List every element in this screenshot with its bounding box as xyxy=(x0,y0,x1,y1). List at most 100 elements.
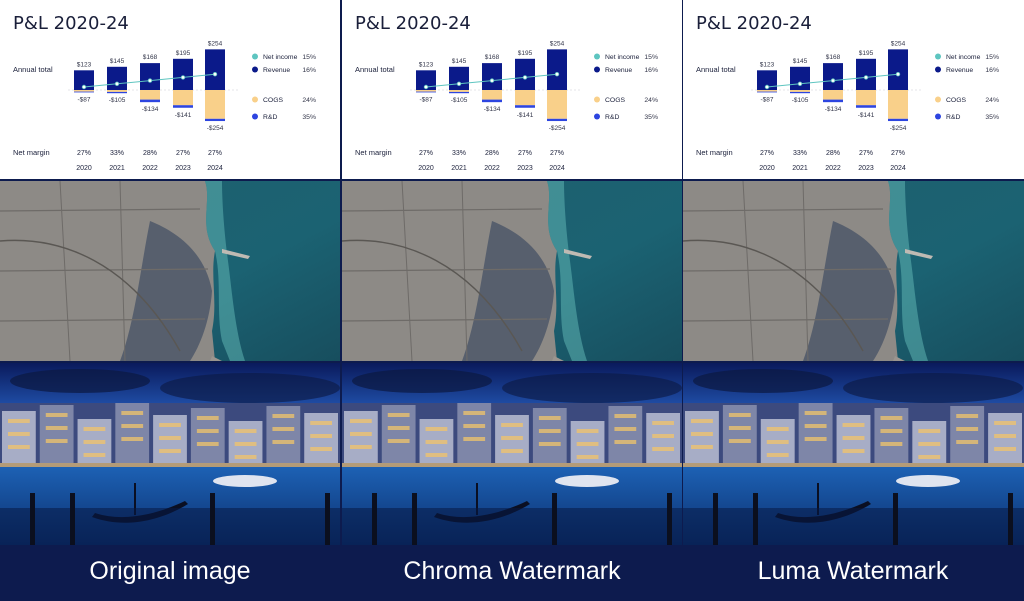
pier xyxy=(905,249,933,259)
total-label: $123 xyxy=(77,61,92,68)
bar-cogs xyxy=(856,90,876,106)
net-margin-label: 33% xyxy=(110,150,124,157)
bar-cogs xyxy=(547,90,567,119)
row-label-annual-total: Annual total xyxy=(355,65,395,74)
pl-chart-card: Annual total Net margin $123 -$87 27% 2020 $14… xyxy=(0,0,340,179)
caption-original: Original image xyxy=(89,557,251,585)
bar-rnd xyxy=(416,91,436,93)
negative-label: -$141 xyxy=(175,112,192,119)
chart-title: P&L 2020-24 xyxy=(13,13,129,34)
legend-swatch xyxy=(594,96,600,103)
lit-windows xyxy=(728,426,751,430)
pl-chart: Annual total Net margin $123 -$87 27% 2020 $14… xyxy=(355,40,658,172)
negative-label: -$134 xyxy=(484,106,501,113)
lit-windows xyxy=(994,434,1016,438)
bar-cogs xyxy=(107,90,127,92)
aerial-map-image xyxy=(342,181,682,361)
total-label: $145 xyxy=(452,58,467,65)
downtown-area xyxy=(803,221,895,361)
legend-swatch xyxy=(594,53,600,60)
year-label: 2024 xyxy=(207,165,223,172)
legend-label: R&D xyxy=(263,114,277,121)
lit-windows xyxy=(501,449,523,453)
lit-windows xyxy=(956,414,979,418)
negative-label: -$141 xyxy=(858,112,875,119)
bar-rnd xyxy=(140,99,160,103)
total-label: $254 xyxy=(208,40,223,47)
motorboat xyxy=(896,475,960,487)
total-label: $168 xyxy=(826,54,841,61)
lit-windows xyxy=(310,447,332,451)
waterfront-lights xyxy=(683,463,1024,467)
lit-windows xyxy=(994,421,1016,425)
net-income-point xyxy=(180,75,186,80)
lit-windows xyxy=(614,414,637,418)
bar-rnd xyxy=(205,118,225,122)
lit-windows xyxy=(45,426,68,430)
lit-windows xyxy=(918,429,941,433)
waterfront-lights xyxy=(0,463,340,467)
lit-windows xyxy=(614,440,637,444)
lit-windows xyxy=(576,442,599,446)
row-label-annual-total: Annual total xyxy=(13,65,53,74)
foreground-water xyxy=(342,508,682,545)
mooring-pole xyxy=(30,493,35,545)
year-label: 2023 xyxy=(858,165,874,172)
mooring-pole xyxy=(552,493,557,545)
panel-chroma: Annual total Net margin $123 -$87 27% 2020 $14… xyxy=(342,0,682,545)
total-label: $195 xyxy=(859,50,874,57)
lit-windows xyxy=(652,434,674,438)
year-label: 2023 xyxy=(175,165,191,172)
lit-windows xyxy=(501,423,523,427)
total-label: $123 xyxy=(419,61,434,68)
lit-windows xyxy=(272,414,295,418)
total-label: $254 xyxy=(891,40,906,47)
year-label: 2020 xyxy=(759,165,775,172)
bar-cogs xyxy=(140,90,160,100)
lit-windows xyxy=(728,439,751,443)
legend-swatch xyxy=(935,53,941,60)
mooring-pole xyxy=(893,493,898,545)
net-income-point xyxy=(554,71,560,77)
bar-revenue xyxy=(823,63,843,90)
lit-windows xyxy=(766,427,789,431)
legend-percent: 35% xyxy=(985,114,999,121)
bar-revenue xyxy=(547,49,567,90)
lit-windows xyxy=(234,442,257,446)
bar-rnd xyxy=(482,99,502,103)
net-margin-label: 27% xyxy=(760,150,774,157)
legend-label: Revenue xyxy=(263,67,290,74)
bar-revenue xyxy=(107,66,127,90)
pl-chart-card: Annual total Net margin $123 -$87 27% 2020 $14… xyxy=(683,0,1024,179)
net-income-point xyxy=(212,71,218,77)
bar-rnd xyxy=(74,91,94,93)
negative-label: -$105 xyxy=(451,97,468,104)
motorboat xyxy=(555,475,619,487)
lit-windows xyxy=(691,432,713,436)
legend-percent: 15% xyxy=(302,54,316,61)
net-income-point xyxy=(147,78,153,83)
lit-windows xyxy=(804,424,827,428)
lit-windows xyxy=(842,436,865,440)
year-label: 2024 xyxy=(549,165,565,172)
cloud xyxy=(502,373,682,403)
legend-percent: 35% xyxy=(644,114,658,121)
lit-windows xyxy=(842,449,865,453)
net-margin-label: 27% xyxy=(550,150,564,157)
lit-windows xyxy=(83,453,106,457)
road xyxy=(0,208,201,212)
lit-windows xyxy=(994,447,1016,451)
negative-label: -$105 xyxy=(109,97,126,104)
year-label: 2021 xyxy=(792,165,808,172)
lit-windows xyxy=(234,455,257,459)
pier xyxy=(564,249,592,259)
bar-revenue xyxy=(416,70,436,90)
lit-windows xyxy=(918,442,941,446)
net-income-point xyxy=(863,75,869,80)
lit-windows xyxy=(842,423,865,427)
net-income-point xyxy=(522,75,528,80)
road xyxy=(342,318,548,322)
highway xyxy=(342,239,523,352)
bar-cogs xyxy=(173,90,193,106)
negative-label: -$87 xyxy=(77,96,90,103)
